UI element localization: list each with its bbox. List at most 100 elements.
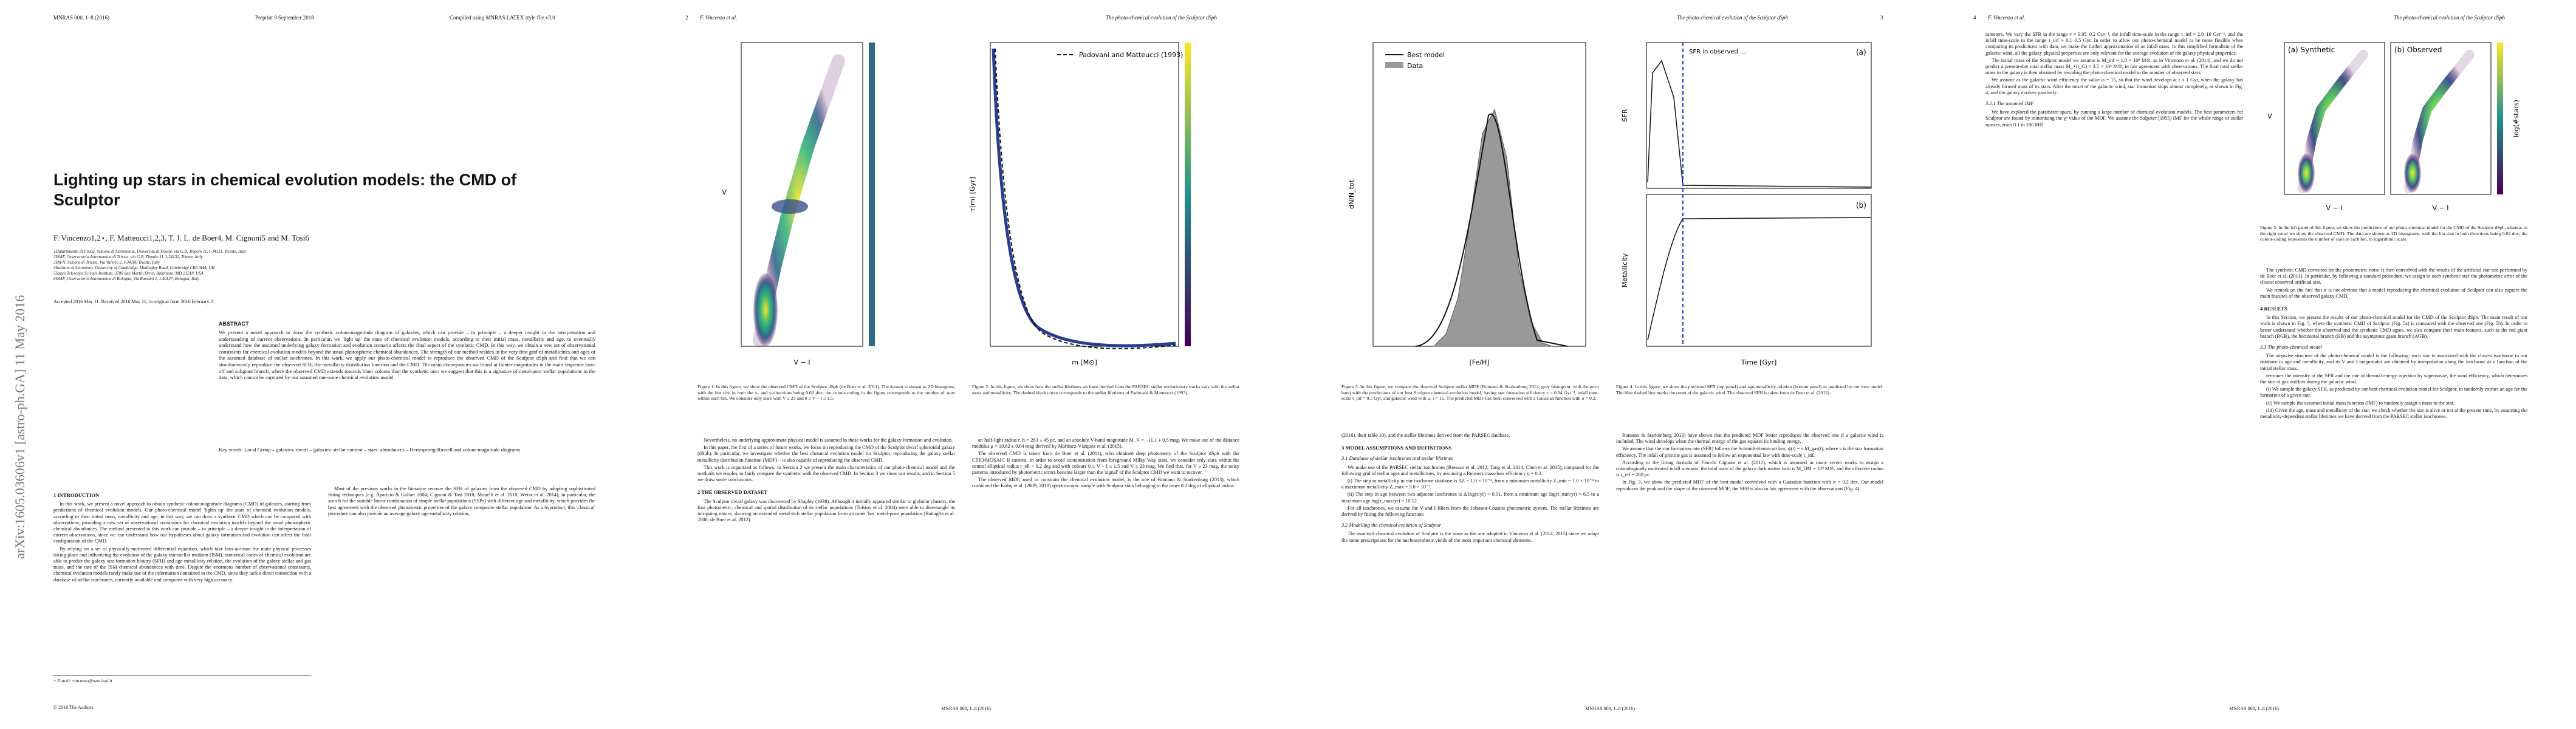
page-number: 4 — [1973, 15, 1976, 21]
running-authors: F. Vincenzo et al. — [1988, 15, 2026, 21]
legend-swatch — [1385, 62, 1403, 68]
footer: MNRAS 000, 1–8 (2016) — [2229, 706, 2279, 711]
colorbar — [1185, 43, 1191, 346]
paragraph: In this Section, we present the results … — [2260, 315, 2527, 339]
paragraph: (ii) We sample the assumed initial mass … — [2266, 400, 2454, 406]
x-axis-label: V − I — [794, 358, 810, 366]
colorbar — [869, 43, 875, 346]
figure-caption: Figure 2. In this figure, we show how th… — [972, 384, 1239, 395]
subsection-heading: 3.2 Modelling the chemical evolution of … — [1341, 522, 1441, 529]
paragraph: In this paper, the first of a series of … — [697, 445, 955, 463]
metallicity-curve — [1647, 217, 1872, 341]
section-heading: 1 INTRODUCTION — [53, 492, 100, 498]
subsection-heading: 3.3 The photo-chemical model — [2260, 344, 2322, 351]
header: Preprint 9 September 2018 — [255, 15, 314, 21]
title: Lighting up stars in chemical evolution … — [53, 171, 517, 209]
column: 1 INTRODUCTION In this work, we present … — [53, 486, 311, 668]
y-axis-label: V — [2267, 112, 2272, 120]
figure-caption: Figure 4. In this figure, we show the pr… — [1616, 384, 1883, 395]
footnote: ⋆ E-mail: vincenzo@oats.inaf.it — [53, 676, 311, 683]
column: an half-light radius r_h = 283 ± 45 pc, … — [972, 437, 1239, 693]
cmd-density — [2298, 154, 2315, 193]
running-title: The photo-chemical evolution of the Scul… — [2394, 15, 2505, 21]
affiliation: 1Dipartimento di Fisica, Sezione di Astr… — [53, 249, 246, 254]
page: The photo-chemical evolution of the Scul… — [1288, 0, 1932, 729]
paragraph: Romano & Starkenburg 2013) have shown th… — [1616, 433, 1883, 445]
running-title: The photo-chemical evolution of the Scul… — [1677, 15, 1788, 21]
affiliation: 3INFN, Sezione di Trieste, Via Valerio 2… — [53, 260, 160, 265]
paragraph: an half-light radius r_h = 283 ± 45 pc, … — [972, 437, 1239, 450]
abstract-heading: ABSTRACT — [219, 321, 249, 327]
affiliation: 4Institute of Astronomy, University of C… — [53, 265, 215, 270]
y-axis-label: Metallicity — [1621, 253, 1629, 287]
x-axis-label: V − I — [2433, 204, 2449, 212]
page-number: 2 — [685, 15, 688, 21]
page: 4 F. Vincenzo et al. The photo-chemical … — [1932, 0, 2576, 729]
axes — [990, 42, 1179, 347]
paragraph: We assume that the star formation rate (… — [1616, 446, 1883, 458]
paragraph: (2016), their table 10), and the stellar… — [1341, 433, 1510, 438]
paragraph: We assume as the galactic wind efficienc… — [1985, 77, 2243, 95]
column: The synthetic CMD corrected for the phot… — [2260, 267, 2527, 693]
sfr-curve — [1647, 60, 1872, 188]
y-axis-label: τ(m) [Gyr] — [968, 177, 976, 212]
figure-caption: Figure 1. In this figure, we show the ob… — [697, 384, 955, 402]
header: MNRAS 000, 1–8 (2016) — [53, 15, 110, 21]
figure-3: Best model Data [Fe/H] dN/N_tot — [1348, 42, 1586, 366]
panel-label: (b) Observed — [2394, 46, 2442, 54]
figure-caption: Figure 5. In the left panel of this figu… — [2260, 225, 2527, 242]
legend-label: Padovani and Matteucci (1993) — [1079, 51, 1183, 59]
paragraph: (i) We sample the galaxy SFH, as predict… — [2260, 386, 2527, 399]
paragraph: termines the intensity of the SFR and th… — [2260, 372, 2527, 385]
panel-label: (b) — [1856, 201, 1866, 210]
paragraph: By relying on a set of physically-motiva… — [53, 546, 311, 583]
paragraph: In Fig. 3, we show the predicted MDF of … — [1616, 479, 1883, 491]
paragraph: The Sculptor dwarf galaxy was discovered… — [697, 498, 955, 523]
paragraph: We remark on the fact that it is not obv… — [2260, 287, 2527, 299]
affiliation: 5Space Telescope Science Institute, 3700… — [53, 271, 204, 276]
x-axis-label: V − I — [2326, 204, 2343, 212]
paragraph: The observed CMD is taken from de Boer e… — [972, 451, 1239, 476]
running-title: The photo-chemical evolution of the Scul… — [1106, 15, 1217, 21]
page-number: 3 — [1880, 15, 1883, 21]
x-axis-label: Time [Gyr] — [1741, 358, 1777, 366]
reference-curve — [995, 48, 1176, 349]
keywords: Key words: Local Group – galaxies: dwarf… — [219, 447, 521, 453]
paragraph: The initial mass of the Sculptor model w… — [1985, 57, 2243, 76]
affiliation: 2INAF, Osservatorio Astronomico di Tries… — [53, 255, 203, 259]
column: Nevertheless, no underlying approximate … — [697, 437, 955, 693]
legend-label: Data — [1407, 62, 1423, 70]
paragraph: rameters. We vary the SFR in the range ν… — [1985, 32, 2243, 56]
authors: F. Vincenzo1,2⋆, F. Matteucci1,2,3, T. J… — [53, 233, 309, 242]
y-axis-label: V — [722, 188, 727, 196]
abstract: We present a novel approach to draw the … — [219, 329, 595, 381]
colorbar — [2497, 43, 2503, 194]
paragraph: According to the fitting formula of Fioc… — [1616, 459, 1883, 478]
section-heading: 3 MODEL ASSUMPTIONS AND DEFINITIONS — [1341, 445, 1452, 451]
figure-4: SFR in observed ... (a) (b) SFR Metallic… — [1621, 42, 1872, 366]
affiliation: 6INAF, Osservatorio Astronomico di Bolog… — [53, 276, 199, 281]
cmd-density — [753, 273, 778, 346]
axes — [1646, 194, 1872, 347]
histogram — [1433, 108, 1553, 347]
paragraph: The assumed chemical evolution of Sculpt… — [1341, 531, 1599, 543]
figure-1: V − I V — [722, 42, 875, 366]
panel-label: (a) — [1856, 48, 1866, 56]
figure-2: Padovani and Matteucci (1993) m [M⊙] τ(m… — [968, 42, 1191, 366]
paragraph: (ii) The step in age between two adjacen… — [1341, 491, 1599, 504]
paragraph: (i) The step in metallicity in our isoch… — [1341, 478, 1599, 490]
arxiv-stamp: arXiv:1605.03606v1 [astro-ph.GA] 11 May … — [12, 295, 27, 559]
paragraph: This work is organized as follows. In Se… — [697, 464, 955, 483]
paragraph: We have explored the parameter space, by… — [1985, 109, 2243, 128]
cmd-density — [772, 199, 808, 214]
paragraph: We make use of the PARSEC stellar isochr… — [1341, 464, 1599, 476]
cmd-density — [2404, 154, 2421, 193]
colorbar-label: log(#stars) — [2512, 100, 2520, 137]
dates: Accepted 2016 May 11. Received 2016 May … — [53, 299, 213, 304]
paragraph: (iii) Given the age, mass and metallicit… — [2260, 407, 2527, 420]
x-axis-label: m [M⊙] — [1072, 358, 1097, 366]
page: MNRAS 000, 1–8 (2016) Preprint 9 Septemb… — [0, 0, 644, 729]
paragraph: The stepwise structure of the photo-chem… — [2260, 353, 2527, 371]
